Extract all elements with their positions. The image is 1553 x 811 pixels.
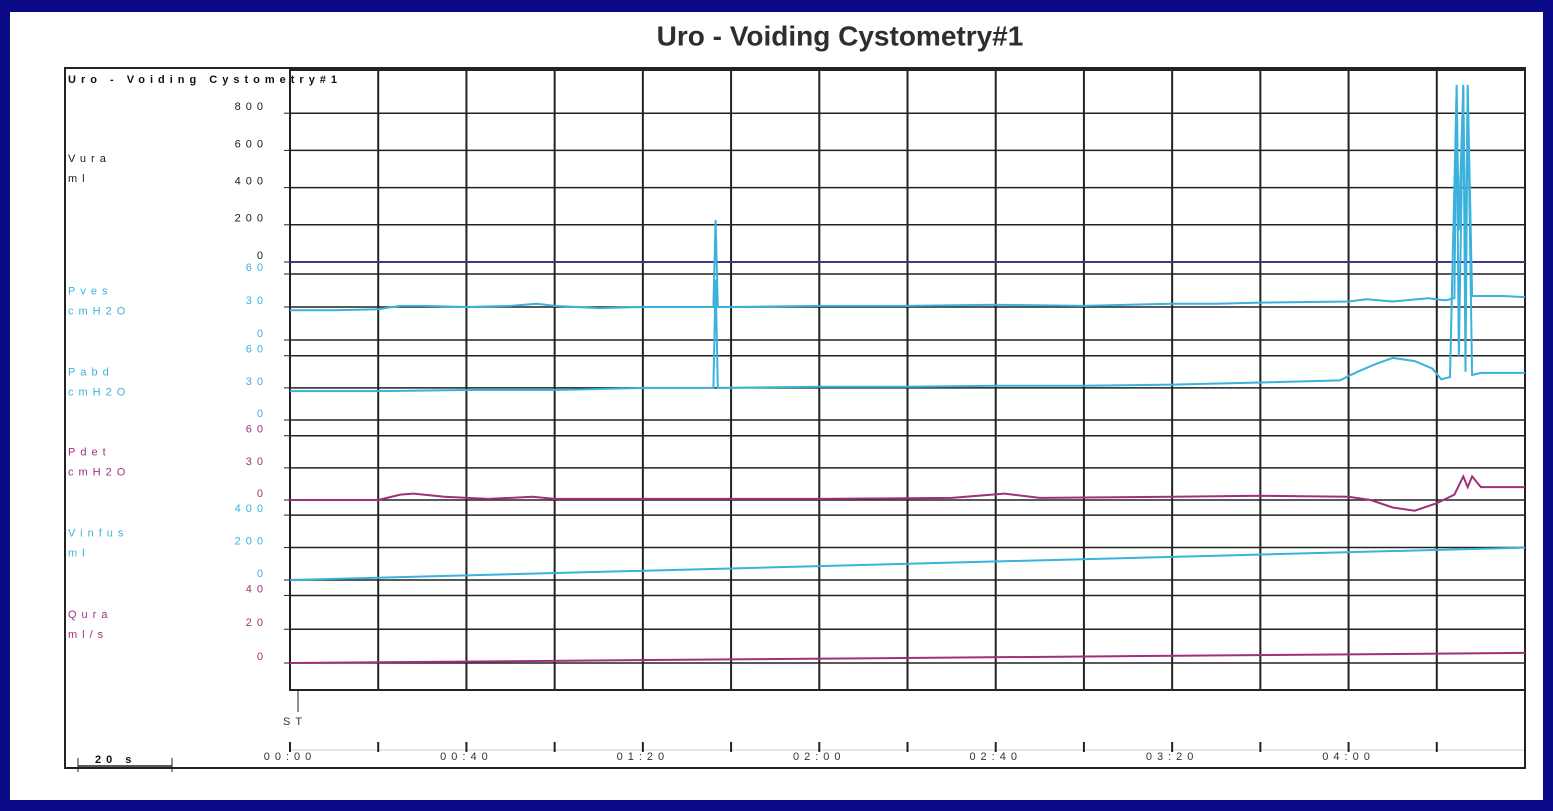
- x-tick-label: 02:00: [793, 751, 846, 763]
- y-tick-label: 0: [257, 568, 268, 580]
- y-tick-label: 20: [246, 617, 268, 629]
- channel-label: Qura: [68, 609, 112, 621]
- channel-label: Pves: [68, 285, 112, 297]
- y-tick-label: 40: [246, 583, 268, 595]
- y-tick-label: 200: [235, 213, 268, 225]
- y-tick-label: 30: [246, 376, 268, 388]
- channel-label: Pdet: [68, 446, 111, 458]
- y-tick-label: 0: [257, 651, 268, 663]
- start-label: ST: [283, 716, 307, 728]
- y-tick-label: 60: [246, 344, 268, 356]
- trace: [290, 473, 1525, 512]
- y-tick-label: 600: [235, 138, 268, 150]
- inner-header: Uro - Voiding Cystometry#1: [68, 74, 342, 86]
- y-tick-label: 60: [246, 424, 268, 436]
- chart-title: Uro - Voiding Cystometry#1: [657, 20, 1024, 51]
- x-tick-label: 01:20: [617, 751, 670, 763]
- x-tick-label: 03:20: [1146, 751, 1199, 763]
- x-tick-label: 02:40: [969, 751, 1022, 763]
- channel-unit: cmH2O: [68, 305, 130, 317]
- scale-bar-label: 20 s: [95, 754, 136, 766]
- channel-label: Vinfus: [68, 527, 128, 539]
- channel-unit: ml: [68, 173, 90, 185]
- channel-unit: cmH2O: [68, 466, 130, 478]
- channel-unit: ml: [68, 547, 90, 559]
- y-tick-label: 30: [246, 456, 268, 468]
- y-tick-label: 0: [257, 408, 268, 420]
- channel-unit: ml/s: [68, 629, 108, 641]
- x-tick-label: 04:00: [1322, 751, 1375, 763]
- y-tick-label: 30: [246, 295, 268, 307]
- channel-unit: cmH2O: [68, 386, 130, 398]
- paper: [10, 12, 1543, 800]
- y-tick-label: 60: [246, 262, 268, 274]
- trace: [289, 546, 1526, 581]
- trace: [290, 88, 1525, 393]
- channel-label: Vura: [68, 153, 111, 165]
- y-tick-label: 200: [235, 535, 268, 547]
- y-tick-label: 0: [257, 250, 268, 262]
- y-tick-label: 400: [235, 176, 268, 188]
- x-tick-label: 00:40: [440, 751, 493, 763]
- y-tick-label: 0: [257, 328, 268, 340]
- trace: [289, 651, 1526, 664]
- x-tick-label: 00:00: [264, 751, 317, 763]
- y-tick-label: 0: [257, 488, 268, 500]
- y-tick-label: 800: [235, 101, 268, 113]
- y-tick-label: 400: [235, 503, 268, 515]
- channel-label: Pabd: [68, 366, 114, 378]
